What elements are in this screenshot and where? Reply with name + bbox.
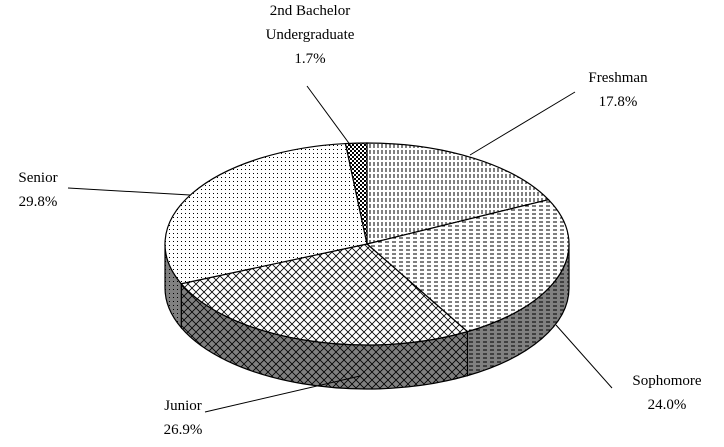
leader-line xyxy=(67,187,191,196)
category-label: Junior xyxy=(164,398,202,414)
leader-line xyxy=(204,375,361,413)
category-label: Freshman xyxy=(588,70,648,86)
slice xyxy=(180,243,469,346)
value-label: 29.8% xyxy=(19,194,58,210)
slice xyxy=(164,142,368,285)
leader-line xyxy=(306,85,352,147)
category-label: 2nd Bachelor Undergraduate xyxy=(266,3,355,43)
leader-line xyxy=(469,91,576,156)
category-label: Senior xyxy=(18,170,57,186)
value-label: 17.8% xyxy=(599,94,638,110)
value-label: 1.7% xyxy=(294,51,325,67)
slice xyxy=(344,142,368,245)
category-label: Sophomore xyxy=(632,373,702,389)
slice xyxy=(365,198,570,333)
value-label: 26.9% xyxy=(164,422,203,438)
value-label: 24.0% xyxy=(648,397,687,413)
leader-line xyxy=(555,324,613,389)
slice xyxy=(366,142,550,245)
